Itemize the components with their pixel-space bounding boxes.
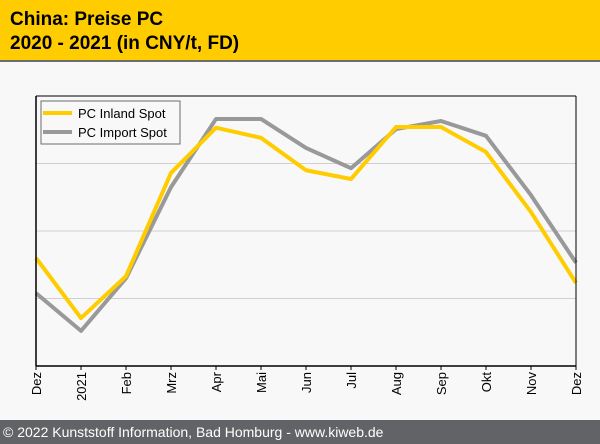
x-tick-label: Mrz (164, 372, 179, 394)
legend: PC Inland Spot PC Import Spot (40, 100, 181, 145)
x-tick-label: 2021 (74, 372, 89, 401)
x-tick-label: Jun (299, 372, 314, 393)
x-tick-label: Sep (434, 372, 449, 395)
x-tick-label: Dez (29, 372, 44, 395)
legend-label-inland: PC Inland Spot (78, 106, 166, 121)
x-tick-label: Mai (254, 372, 269, 393)
x-tick-label: Dez (569, 372, 584, 395)
x-tick-label: Apr (209, 371, 224, 392)
x-tick-label: Okt (479, 372, 494, 393)
chart-subtitle: 2020 - 2021 (in CNY/t, FD) (10, 33, 240, 54)
x-axis-ticks: Dez 2021 Feb Mrz Apr Mai Jun Jul Aug Sep Okt Nov Dez (29, 366, 584, 401)
chart-title: China: Preise PC (10, 9, 164, 30)
x-tick-label: Jul (344, 372, 359, 389)
chart-header: China: Preise PC 2020 - 2021 (in CNY/t, … (0, 0, 600, 62)
legend-box (40, 100, 181, 145)
copyright-text: © 2022 Kunststoff Information, Bad Hombu… (3, 424, 384, 440)
x-tick-label: Aug (389, 372, 404, 395)
x-tick-label: Nov (524, 372, 539, 396)
footer: © 2022 Kunststoff Information, Bad Hombu… (0, 420, 600, 444)
legend-label-import: PC Import Spot (78, 125, 167, 140)
x-tick-label: Feb (119, 372, 134, 394)
